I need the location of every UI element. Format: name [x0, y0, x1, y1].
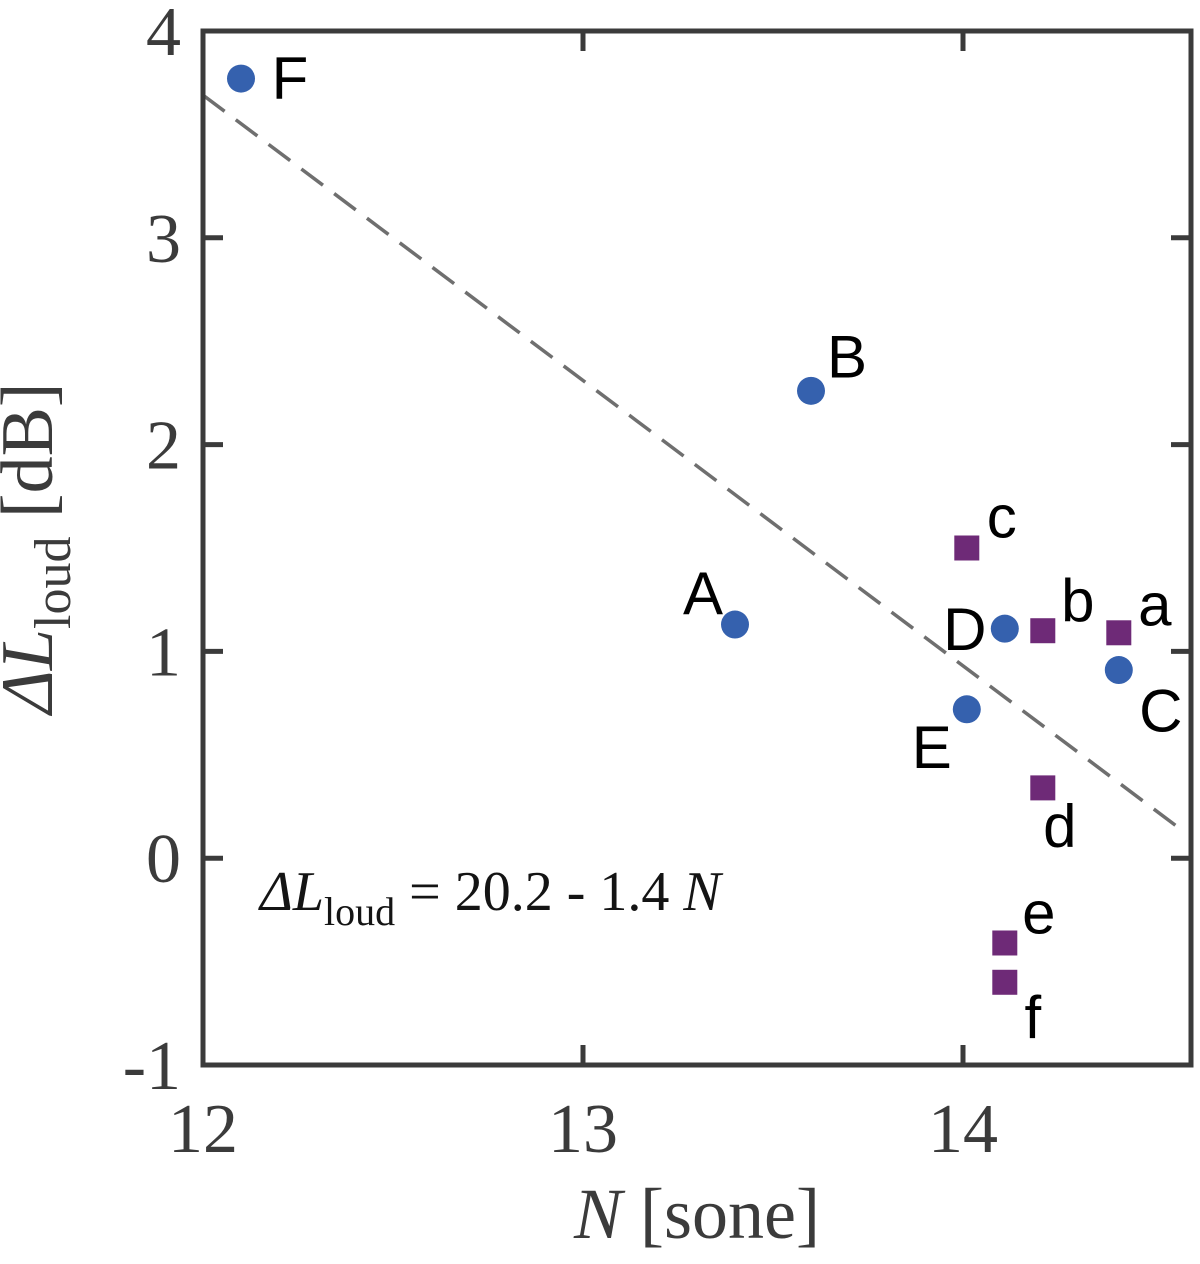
data-point-e	[992, 930, 1018, 956]
data-point-label-E: E	[912, 714, 952, 781]
y-axis-tick-label: 1	[146, 614, 181, 691]
data-point-C	[1104, 656, 1133, 685]
equation-annotation: ΔLloud = 20.2 - 1.4 N	[258, 861, 723, 934]
data-point-label-b: b	[1061, 567, 1094, 634]
data-point-c	[954, 535, 980, 561]
y-axis-tick-label: 4	[146, 0, 181, 71]
y-axis-label: ΔLloud [dB]	[0, 382, 82, 716]
data-point-D	[990, 614, 1019, 643]
data-point-B	[797, 376, 825, 405]
data-point-label-B: B	[827, 323, 867, 390]
data-point-label-c: c	[987, 484, 1017, 551]
trendline	[201, 93, 1185, 833]
y-axis-tick-label: -1	[123, 1028, 181, 1105]
data-point-label-A: A	[683, 560, 723, 627]
data-point-F	[227, 64, 255, 93]
x-axis-tick-label: 14	[928, 1091, 998, 1168]
data-point-A	[721, 610, 749, 639]
data-point-label-F: F	[272, 45, 309, 112]
data-point-label-C: C	[1139, 678, 1182, 745]
data-point-d	[1030, 775, 1056, 801]
data-point-b	[1030, 618, 1056, 644]
y-axis-tick-label: 0	[146, 821, 181, 898]
x-axis-label: N [sone]	[573, 1174, 820, 1254]
x-axis-tick-label: 13	[548, 1091, 618, 1168]
data-point-label-e: e	[1022, 879, 1055, 946]
data-point-label-D: D	[943, 596, 986, 663]
data-point-label-a: a	[1138, 571, 1172, 638]
y-axis-tick-label: 2	[146, 408, 181, 485]
x-axis-tick-label: 12	[168, 1091, 238, 1168]
data-point-E	[952, 695, 981, 724]
plot-frame	[200, 28, 1194, 1068]
data-point-label-d: d	[1043, 792, 1076, 859]
y-axis-tick-label: 3	[146, 201, 181, 278]
data-point-f	[992, 969, 1018, 995]
data-point-a	[1106, 620, 1132, 646]
data-point-label-f: f	[1024, 984, 1041, 1051]
